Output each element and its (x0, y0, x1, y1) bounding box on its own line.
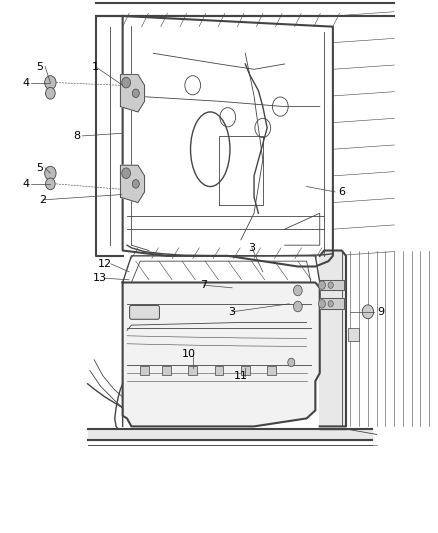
Circle shape (46, 87, 55, 99)
Circle shape (328, 282, 333, 288)
Bar (215, 366, 223, 375)
Text: 2: 2 (39, 195, 46, 205)
Text: 8: 8 (73, 131, 80, 141)
Polygon shape (120, 75, 145, 112)
Circle shape (46, 178, 55, 190)
Circle shape (132, 89, 139, 98)
Text: 10: 10 (181, 350, 195, 359)
Text: 9: 9 (378, 307, 385, 317)
Text: 6: 6 (338, 187, 345, 197)
Text: 3: 3 (248, 243, 255, 253)
Circle shape (122, 77, 131, 88)
Text: 11: 11 (234, 371, 248, 381)
Text: 5: 5 (36, 62, 43, 71)
Text: 4: 4 (23, 179, 30, 189)
Text: 1: 1 (92, 62, 99, 71)
Circle shape (122, 168, 131, 179)
Bar (267, 366, 276, 375)
Text: 4: 4 (23, 78, 30, 87)
Text: 13: 13 (93, 273, 107, 283)
Bar (241, 366, 250, 375)
Circle shape (45, 76, 56, 90)
Polygon shape (120, 165, 145, 203)
Polygon shape (123, 282, 320, 426)
Circle shape (45, 166, 56, 180)
Text: 12: 12 (98, 259, 112, 269)
Polygon shape (88, 429, 372, 440)
Circle shape (293, 301, 302, 312)
Circle shape (288, 358, 295, 367)
Bar (188, 366, 197, 375)
Polygon shape (320, 280, 344, 290)
Bar (140, 366, 149, 375)
Circle shape (318, 281, 325, 289)
Circle shape (132, 180, 139, 188)
FancyBboxPatch shape (130, 305, 159, 319)
Text: 7: 7 (200, 280, 207, 290)
Text: 3: 3 (229, 307, 236, 317)
Bar (162, 366, 171, 375)
Text: 5: 5 (36, 163, 43, 173)
Bar (348, 328, 359, 341)
Circle shape (362, 305, 374, 319)
Polygon shape (320, 251, 346, 426)
Circle shape (328, 301, 333, 307)
Circle shape (293, 285, 302, 296)
Circle shape (318, 300, 325, 308)
Polygon shape (320, 298, 344, 309)
